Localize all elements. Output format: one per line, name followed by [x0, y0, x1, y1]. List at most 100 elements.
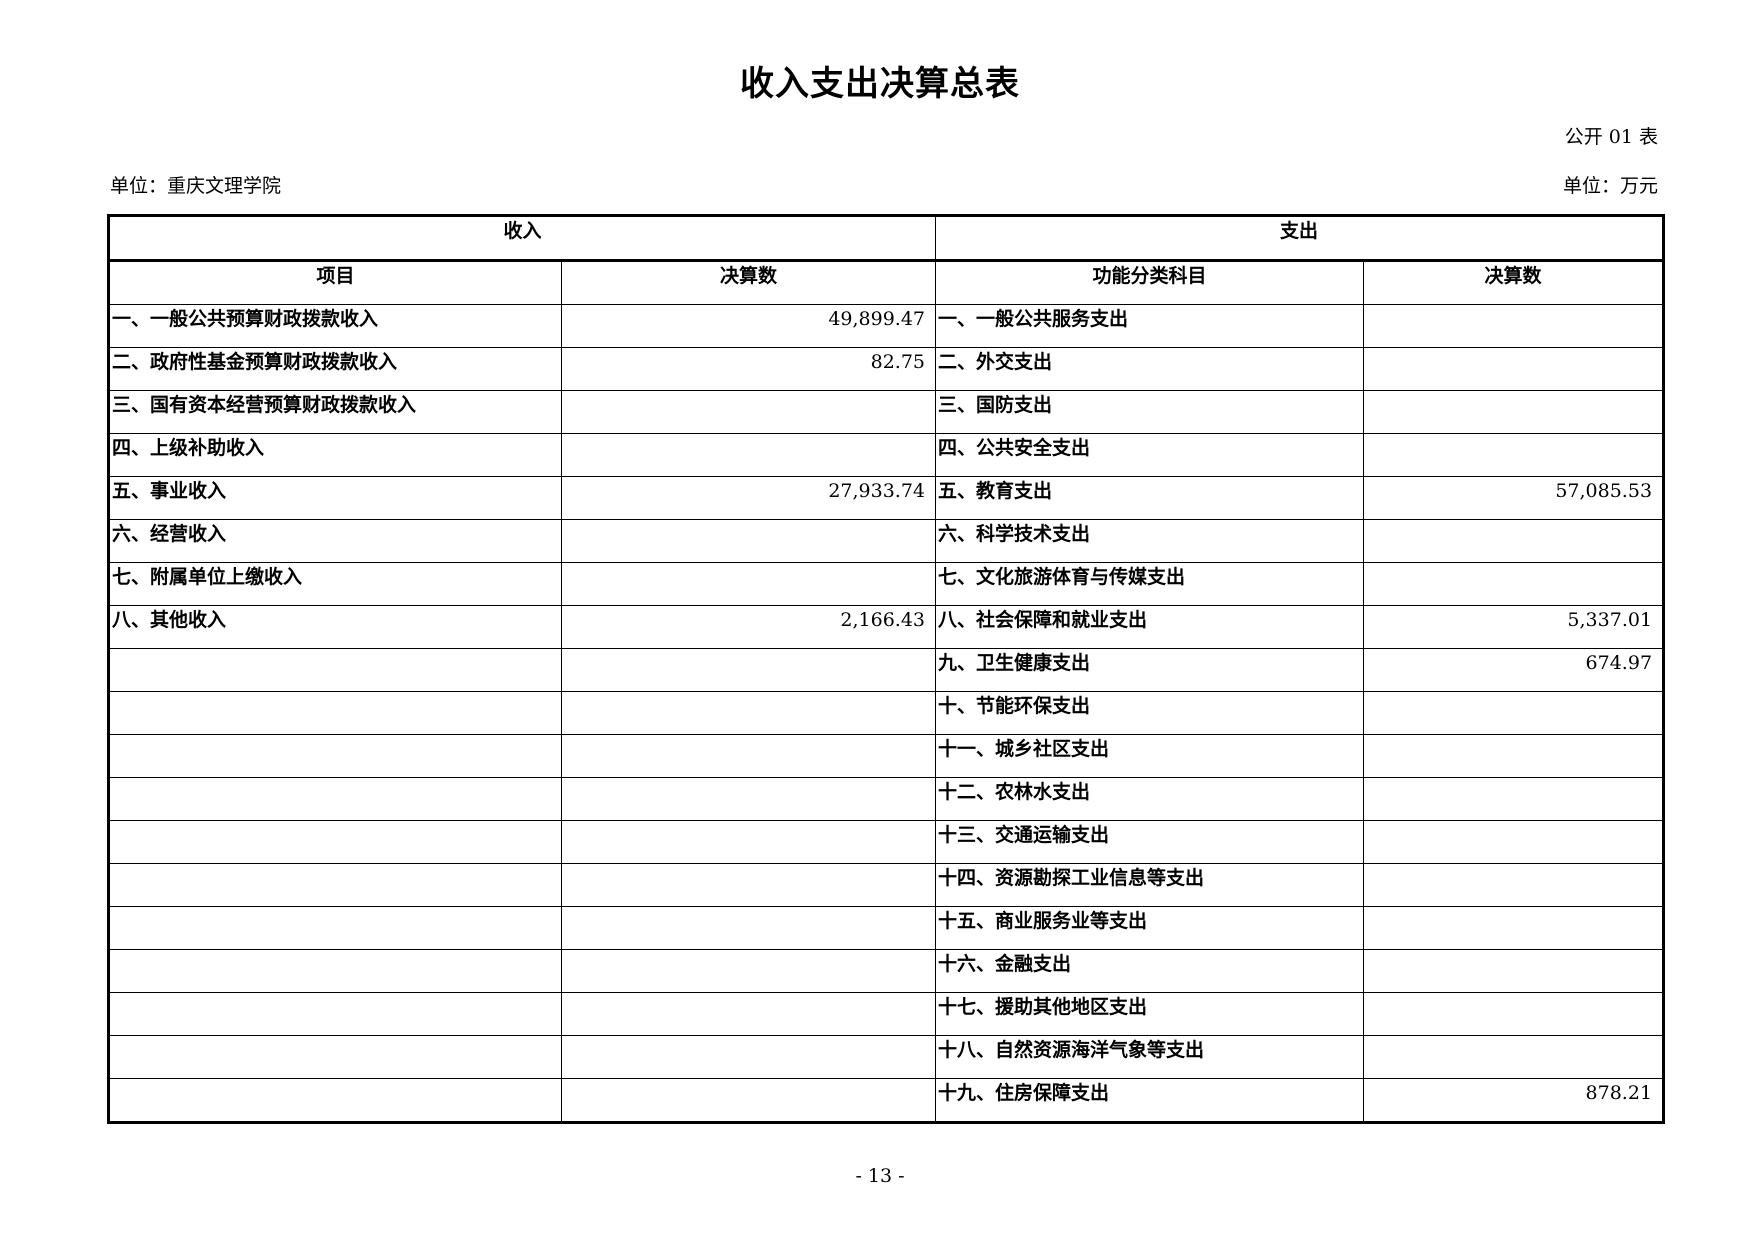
income-item: 八、其他收入 — [108, 605, 562, 649]
income-amount — [560, 949, 937, 993]
income-item — [108, 992, 562, 1036]
table-row: 十八、自然资源海洋气象等支出 — [108, 1035, 1665, 1079]
unit-currency: 单位：万元 — [1562, 175, 1658, 197]
income-item — [108, 777, 562, 821]
page-title: 收入支出决算总表 — [740, 64, 1020, 104]
expense-amount: 5,337.01 — [1363, 605, 1665, 649]
table-row: 十九、住房保障支出 878.21 — [108, 1078, 1665, 1123]
table-row: 六、经营收入 六、科学技术支出 — [108, 519, 1665, 563]
table-row: 十四、资源勘探工业信息等支出 — [108, 863, 1665, 907]
expense-amount — [1363, 1035, 1665, 1079]
income-item — [108, 820, 562, 864]
expense-item: 十六、金融支出 — [935, 949, 1365, 993]
table-row: 四、上级补助收入 四、公共安全支出 — [108, 433, 1665, 477]
expense-item: 二、外交支出 — [935, 347, 1365, 391]
table-row: 十、节能环保支出 — [108, 691, 1665, 735]
income-item — [108, 734, 562, 778]
amount-header-2: 决算数 — [1363, 260, 1665, 305]
expense-item: 四、公共安全支出 — [935, 433, 1365, 477]
income-amount — [560, 433, 937, 477]
expense-item: 九、卫生健康支出 — [935, 648, 1365, 692]
expense-amount — [1363, 519, 1665, 563]
expense-item: 十九、住房保障支出 — [935, 1078, 1365, 1123]
income-item: 四、上级补助收入 — [108, 433, 562, 477]
table-row: 八、其他收入 2,166.43 八、社会保障和就业支出 5,337.01 — [108, 605, 1665, 649]
page-number: - 13 - — [855, 1165, 905, 1187]
income-item — [108, 906, 562, 950]
expense-amount — [1363, 562, 1665, 606]
income-amount — [560, 519, 937, 563]
expense-item: 十四、资源勘探工业信息等支出 — [935, 863, 1365, 907]
expense-item: 十三、交通运输支出 — [935, 820, 1365, 864]
expense-item: 一、一般公共服务支出 — [935, 304, 1365, 348]
table-row: 十三、交通运输支出 — [108, 820, 1665, 864]
income-amount: 49,899.47 — [560, 304, 937, 348]
expense-amount — [1363, 949, 1665, 993]
table-row: 五、事业收入 27,933.74 五、教育支出 57,085.53 — [108, 476, 1665, 520]
table-row: 十六、金融支出 — [108, 949, 1665, 993]
expense-amount — [1363, 433, 1665, 477]
income-item: 三、国有资本经营预算财政拨款收入 — [108, 390, 562, 434]
expense-item: 十、节能环保支出 — [935, 691, 1365, 735]
table-row: 十一、城乡社区支出 — [108, 734, 1665, 778]
table-row: 十七、援助其他地区支出 — [108, 992, 1665, 1036]
income-item: 一、一般公共预算财政拨款收入 — [108, 304, 562, 348]
income-header: 收入 — [107, 215, 937, 262]
expense-item: 十二、农林水支出 — [935, 777, 1365, 821]
income-amount — [560, 777, 937, 821]
expense-item: 八、社会保障和就业支出 — [935, 605, 1365, 649]
expense-item: 五、教育支出 — [935, 476, 1365, 520]
table-row: 十二、农林水支出 — [108, 777, 1665, 821]
expense-amount: 878.21 — [1363, 1078, 1665, 1123]
income-item — [108, 863, 562, 907]
unit-organization: 单位：重庆文理学院 — [110, 175, 282, 197]
expense-item: 七、文化旅游体育与传媒支出 — [935, 562, 1365, 606]
expense-amount: 674.97 — [1363, 648, 1665, 692]
income-amount — [560, 820, 937, 864]
income-item — [108, 1078, 562, 1123]
table-row: 七、附属单位上缴收入 七、文化旅游体育与传媒支出 — [108, 562, 1665, 606]
income-item — [108, 1035, 562, 1079]
expense-amount — [1363, 304, 1665, 348]
income-amount — [560, 648, 937, 692]
expense-amount — [1363, 347, 1665, 391]
income-amount — [560, 992, 937, 1036]
income-amount — [560, 562, 937, 606]
income-expense-table: 收入 支出 项目 决算数 功能分类科目 决算数 一、一般公共预算财政拨款收入 49… — [107, 214, 1666, 1124]
expense-amount — [1363, 777, 1665, 821]
item-header: 项目 — [108, 260, 562, 305]
expense-item: 十五、商业服务业等支出 — [935, 906, 1365, 950]
income-amount — [560, 390, 937, 434]
expense-item: 六、科学技术支出 — [935, 519, 1365, 563]
table-number: 公开 01 表 — [1564, 126, 1658, 148]
table-row: 十五、商业服务业等支出 — [108, 906, 1665, 950]
income-amount: 82.75 — [560, 347, 937, 391]
amount-header: 决算数 — [560, 260, 937, 305]
expense-amount — [1363, 734, 1665, 778]
function-category-header: 功能分类科目 — [935, 260, 1365, 305]
expense-amount — [1363, 820, 1665, 864]
income-amount — [560, 1078, 937, 1123]
income-amount: 27,933.74 — [560, 476, 937, 520]
income-amount — [560, 1035, 937, 1079]
income-item — [108, 949, 562, 993]
income-item: 二、政府性基金预算财政拨款收入 — [108, 347, 562, 391]
expense-header: 支出 — [935, 215, 1665, 262]
expense-amount — [1363, 390, 1665, 434]
income-amount — [560, 863, 937, 907]
table-row: 一、一般公共预算财政拨款收入 49,899.47 一、一般公共服务支出 — [108, 304, 1665, 348]
income-amount: 2,166.43 — [560, 605, 937, 649]
income-item — [108, 691, 562, 735]
expense-amount — [1363, 691, 1665, 735]
table-row: 九、卫生健康支出 674.97 — [108, 648, 1665, 692]
income-item: 七、附属单位上缴收入 — [108, 562, 562, 606]
income-amount — [560, 691, 937, 735]
expense-item: 十八、自然资源海洋气象等支出 — [935, 1035, 1365, 1079]
expense-item: 十七、援助其他地区支出 — [935, 992, 1365, 1036]
income-amount — [560, 734, 937, 778]
income-amount — [560, 906, 937, 950]
table-row: 二、政府性基金预算财政拨款收入 82.75 二、外交支出 — [108, 347, 1665, 391]
expense-amount — [1363, 863, 1665, 907]
table-row: 三、国有资本经营预算财政拨款收入 三、国防支出 — [108, 390, 1665, 434]
expense-item: 十一、城乡社区支出 — [935, 734, 1365, 778]
